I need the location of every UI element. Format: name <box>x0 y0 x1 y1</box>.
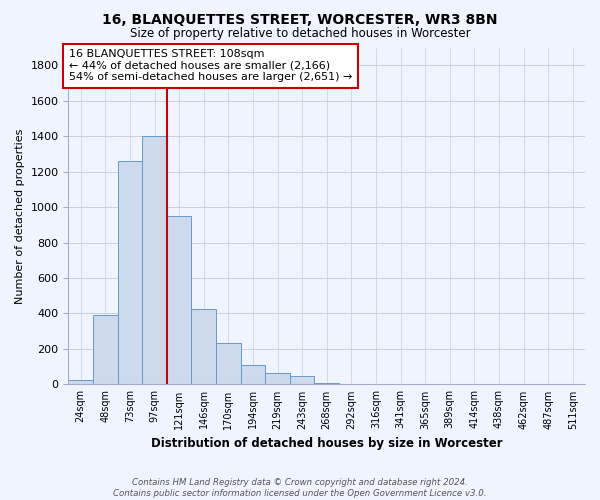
Bar <box>93 316 118 384</box>
X-axis label: Distribution of detached houses by size in Worcester: Distribution of detached houses by size … <box>151 437 503 450</box>
Bar <box>142 136 167 384</box>
Bar <box>118 161 142 384</box>
Text: 16 BLANQUETTES STREET: 108sqm
← 44% of detached houses are smaller (2,166)
54% o: 16 BLANQUETTES STREET: 108sqm ← 44% of d… <box>69 49 352 82</box>
Bar <box>216 343 241 384</box>
Bar <box>265 373 290 384</box>
Text: 16, BLANQUETTES STREET, WORCESTER, WR3 8BN: 16, BLANQUETTES STREET, WORCESTER, WR3 8… <box>102 12 498 26</box>
Text: Size of property relative to detached houses in Worcester: Size of property relative to detached ho… <box>130 28 470 40</box>
Y-axis label: Number of detached properties: Number of detached properties <box>15 128 25 304</box>
Text: Contains HM Land Registry data © Crown copyright and database right 2024.
Contai: Contains HM Land Registry data © Crown c… <box>113 478 487 498</box>
Bar <box>167 216 191 384</box>
Bar <box>314 382 339 384</box>
Bar <box>191 309 216 384</box>
Bar <box>290 376 314 384</box>
Bar <box>68 380 93 384</box>
Bar <box>241 365 265 384</box>
